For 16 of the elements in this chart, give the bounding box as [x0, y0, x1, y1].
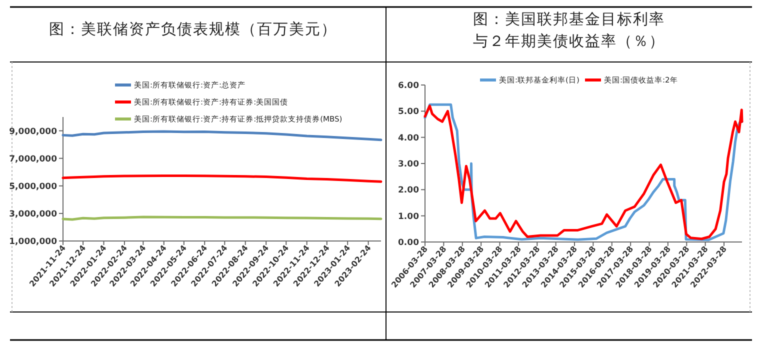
- y-tick-label: 3,000,000: [9, 209, 58, 220]
- y-tick-label: 7,000,000: [9, 154, 58, 164]
- y-tick-label: 1.00: [398, 212, 420, 222]
- chart-title: 图：美国联邦基金目标利率: [473, 11, 665, 28]
- y-tick-label: 6.00: [398, 80, 420, 91]
- y-tick-label: 9,000,000: [9, 126, 58, 137]
- y-tick-label: 1,000,000: [9, 236, 58, 247]
- line-series: [62, 130, 382, 142]
- y-tick-label: 5,000,000: [9, 182, 58, 192]
- y-tick-label: 5.00: [398, 107, 420, 118]
- y-tick-label: 3.00: [398, 159, 420, 170]
- y-tick-label: 4.00: [398, 133, 420, 144]
- y-tick-label: 0.00: [398, 238, 420, 248]
- chart-subtitle: 与２年期美债收益率（％）: [473, 33, 665, 50]
- chart-title: 图：美联储资产负债表规模（百万美元）: [49, 21, 337, 38]
- y-tick-label: 2.00: [398, 186, 420, 196]
